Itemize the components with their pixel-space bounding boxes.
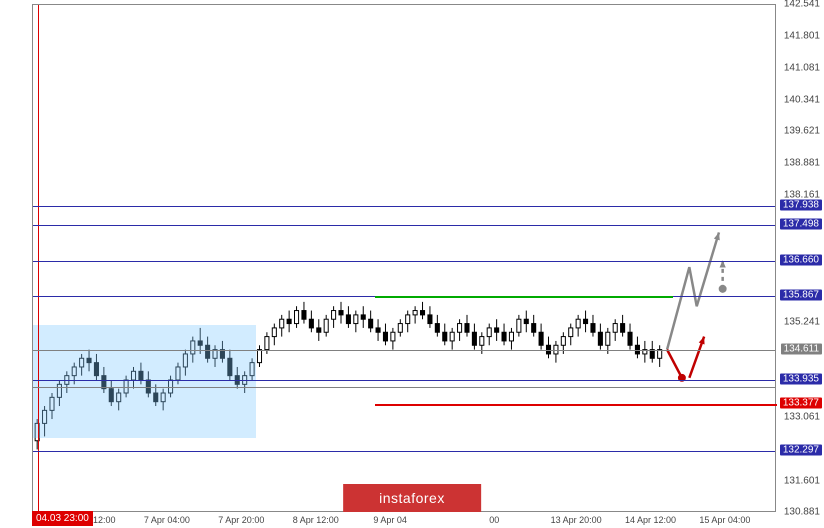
y-tick-label: 133.061 [784,412,820,423]
price-level-label: 135.867 [780,289,822,300]
price-level-label: 137.498 [780,218,822,229]
y-tick-label: 131.601 [784,475,820,486]
x-tick-label: 14 Apr 12:00 [625,515,676,525]
x-tick-label: 8 Apr 12:00 [293,515,339,525]
price-level-label: 136.660 [780,255,822,266]
price-level-line [33,387,775,388]
price-level-label: 132.297 [780,445,822,456]
session-vertical-line [38,5,39,511]
y-tick-label: 135.241 [784,317,820,328]
price-level-line [33,350,775,351]
highlight-zone [33,325,256,438]
x-tick-label: 7 Apr 04:00 [144,515,190,525]
price-level-line [33,261,775,262]
price-level-label: 137.938 [780,199,822,210]
price-level-line [33,451,775,452]
y-tick-label: 142.541 [784,0,820,10]
x-tick-label: 13 Apr 20:00 [551,515,602,525]
price-level-label: 133.377 [780,398,822,409]
y-tick-label: 130.881 [784,507,820,518]
candlestick-chart: 6 Apr 12:007 Apr 04:007 Apr 20:008 Apr 1… [0,0,824,528]
price-level-label: 133.935 [780,373,822,384]
y-tick-label: 141.801 [784,31,820,42]
x-tick-label: 00 [489,515,499,525]
time-badge: 04.03 23:00 [32,511,93,526]
price-level-line [33,206,775,207]
watermark: instaforex [343,484,481,512]
x-tick-label: 7 Apr 20:00 [218,515,264,525]
y-tick-label: 138.881 [784,158,820,169]
x-tick-label: 9 Apr 04 [373,515,407,525]
y-tick-label: 140.341 [784,94,820,105]
range-line [375,404,777,406]
y-tick-label: 141.081 [784,62,820,73]
range-line [375,296,673,298]
price-level-line [33,380,775,381]
x-tick-label: 15 Apr 04:00 [699,515,750,525]
plot-area[interactable]: 6 Apr 12:007 Apr 04:007 Apr 20:008 Apr 1… [32,4,776,512]
price-level-line [33,225,775,226]
price-level-label: 134.611 [781,344,822,355]
y-tick-label: 139.621 [784,126,820,137]
